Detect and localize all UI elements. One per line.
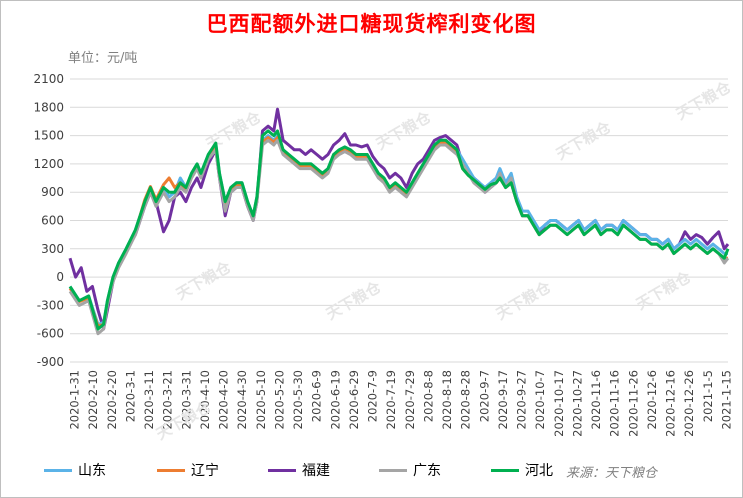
- x-tick-label: 2020-7-29: [403, 370, 417, 430]
- legend-item: 广东: [379, 460, 441, 480]
- x-tick-label: 2021-1-5: [701, 370, 715, 422]
- y-tick-label: 300: [41, 242, 64, 256]
- legend-item: 福建: [268, 460, 330, 480]
- x-tick-label: 2020-11-26: [626, 370, 640, 437]
- x-tick-label: 2020-10-7: [533, 370, 547, 430]
- x-tick-label: 2020-10-27: [570, 370, 584, 437]
- watermark-text: 天下粮仓: [373, 107, 435, 153]
- y-tick-label: -900: [37, 355, 64, 369]
- y-tick-label: 0: [56, 270, 64, 284]
- x-tick-label: 2020-8-18: [440, 370, 454, 430]
- y-tick-label: 900: [41, 185, 64, 199]
- x-tick-label: 2020-5-10: [254, 370, 268, 430]
- x-tick-label: 2020-9-17: [496, 370, 510, 430]
- x-tick-label: 2020-4-10: [198, 370, 212, 430]
- x-tick-label: 2020-6-19: [328, 370, 342, 430]
- x-tick-label: 2020-3-21: [161, 370, 175, 430]
- y-tick-label: 1500: [33, 129, 64, 143]
- legend-swatch: [379, 468, 407, 472]
- y-tick-label: 1800: [33, 100, 64, 114]
- x-tick-label: 2020-1-31: [68, 370, 82, 430]
- watermark-text: 天下粮仓: [673, 77, 735, 123]
- legend-label: 山东: [78, 463, 106, 479]
- x-tick-label: 2020-8-8: [421, 370, 435, 422]
- legend-swatch: [491, 468, 519, 472]
- grid-lines: [70, 78, 728, 363]
- x-tick-label: 2020-4-30: [235, 370, 249, 430]
- watermark-text: 天下粮仓: [493, 277, 555, 323]
- x-tick-label: 2020-3-1: [123, 370, 137, 422]
- legend-item: 辽宁: [157, 460, 219, 480]
- legend: 山东 辽宁 福建 广东 河北: [0, 460, 743, 482]
- x-tick-label: 2020-6-9: [310, 370, 324, 422]
- x-tick-label: 2020-12-6: [645, 370, 659, 430]
- legend-item: 河北: [491, 460, 553, 480]
- x-tick-label: 2020-3-31: [179, 370, 193, 430]
- x-tick-label: 2020-12-16: [664, 370, 678, 437]
- series-line-4: [68, 138, 730, 336]
- legend-label: 福建: [302, 463, 330, 479]
- x-tick-label: 2020-5-30: [291, 370, 305, 430]
- chart-title: 巴西配额外进口糖现货榨利变化图: [206, 11, 537, 36]
- legend-label: 河北: [525, 463, 553, 479]
- source-label: 来源：天下粮仓: [566, 466, 658, 481]
- legend-swatch: [44, 468, 72, 472]
- legend-swatch: [268, 468, 296, 472]
- legend-swatch: [157, 468, 185, 472]
- y-tick-label: 2100: [33, 72, 64, 86]
- series-lines: [68, 107, 730, 336]
- x-tick-label: 2020-10-17: [552, 370, 566, 437]
- x-tick-label: 2020-8-28: [459, 370, 473, 430]
- watermark-text: 天下粮仓: [633, 267, 695, 313]
- x-tick-label: 2020-9-27: [515, 370, 529, 430]
- x-tick-label: 2020-12-26: [682, 370, 696, 437]
- x-tick-label: 2020-7-19: [384, 370, 398, 430]
- y-axis-unit-label: 单位：元/吨: [68, 51, 138, 66]
- watermark-text: 天下粮仓: [323, 277, 385, 323]
- legend-item: 山东: [44, 460, 106, 480]
- y-tick-label: -300: [37, 298, 64, 312]
- x-tick-label: 2020-6-29: [347, 370, 361, 430]
- x-tick-labels: 2020-1-31 2020-2-10 2020-2-20 2020-3-1 2020-…: [68, 370, 734, 437]
- y-tick-label: 1200: [33, 157, 64, 171]
- watermark-text: 天下粮仓: [173, 257, 235, 303]
- x-tick-label: 2020-7-9: [366, 370, 380, 422]
- x-tick-label: 2021-1-15: [720, 370, 734, 430]
- legend-label: 广东: [413, 463, 441, 479]
- x-tick-label: 2020-11-6: [589, 370, 603, 430]
- watermark-text: 天下粮仓: [553, 117, 615, 163]
- x-tick-label: 2020-2-10: [86, 370, 100, 430]
- x-tick-label: 2020-9-7: [477, 370, 491, 422]
- x-tick-label: 2020-4-20: [217, 370, 231, 430]
- x-tick-label: 2020-3-11: [142, 370, 156, 430]
- y-tick-labels: -900 -600 -300 0 300 600 900 1200 1500 1800 2100: [33, 72, 64, 369]
- x-tick-label: 2020-2-20: [105, 370, 119, 430]
- y-tick-label: -600: [37, 327, 64, 341]
- legend-label: 辽宁: [191, 463, 219, 479]
- x-tick-label: 2020-5-20: [272, 370, 286, 430]
- x-tick-label: 2020-11-16: [608, 370, 622, 437]
- y-tick-label: 600: [41, 214, 64, 228]
- series-line-5: [68, 129, 730, 331]
